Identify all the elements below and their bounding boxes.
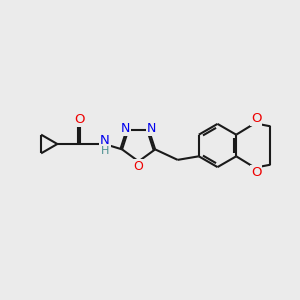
Text: N: N xyxy=(121,122,130,135)
Text: H: H xyxy=(100,146,109,156)
Text: O: O xyxy=(251,112,261,125)
Text: N: N xyxy=(100,134,110,147)
Text: N: N xyxy=(147,122,157,135)
Text: O: O xyxy=(251,166,261,179)
Text: O: O xyxy=(75,112,85,126)
Text: O: O xyxy=(134,160,143,173)
